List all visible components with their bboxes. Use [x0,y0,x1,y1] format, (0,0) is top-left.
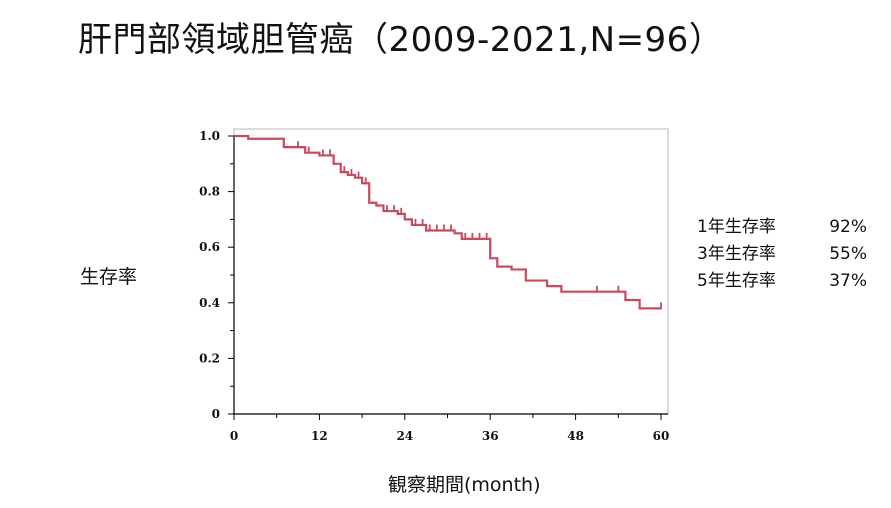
x-axis-label: 観察期間(month) [388,474,541,496]
plot-frame [233,128,669,415]
rate-row-3yr: 3年生存率 55% [697,241,867,268]
x-tick-label: 12 [311,429,328,443]
y-tick-label: 0.2 [199,351,220,365]
x-tick-label: 48 [567,429,584,443]
x-tick-label: 0 [230,429,238,443]
x-tick-label: 36 [482,429,499,443]
rate-row-5yr: 5年生存率 37% [697,268,867,295]
page-title: 肝門部領域胆管癌（2009-2021,N=96） [78,20,724,60]
rate-label: 1年生存率 [697,217,776,237]
rate-label: 3年生存率 [697,244,776,264]
y-tick-label: 0.4 [199,296,220,310]
survival-rates: 1年生存率 92% 3年生存率 55% 5年生存率 37% [697,214,867,295]
rate-value: 37% [829,271,867,291]
rate-label: 5年生存率 [697,271,776,291]
x-tick-label: 24 [396,429,413,443]
y-tick-label: 0.6 [199,240,220,254]
x-tick-label: 60 [653,429,670,443]
rate-value: 92% [829,217,867,237]
rate-value: 55% [829,244,867,264]
y-tick-label: 0 [212,407,220,421]
survival-step-line [234,134,661,310]
axis-ticks: 0 12 24 36 48 60 0 0.2 0.4 0.6 0.8 1.0 [199,129,669,443]
survival-curve-layer [234,134,662,310]
y-axis-label: 生存率 [80,266,138,288]
y-tick-label: 1.0 [199,129,220,143]
rate-row-1yr: 1年生存率 92% [697,214,867,241]
y-tick-label: 0.8 [199,185,220,199]
